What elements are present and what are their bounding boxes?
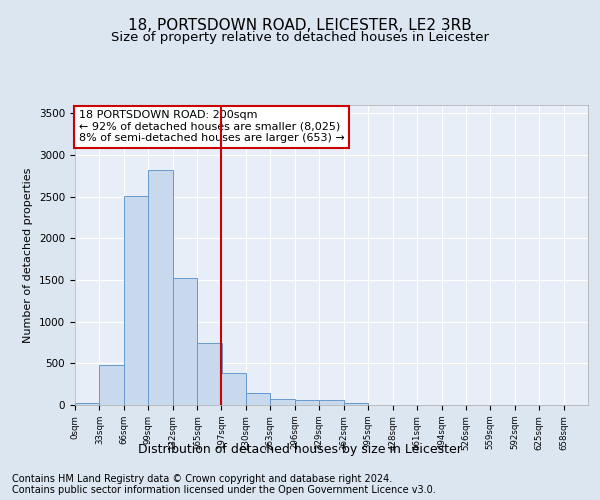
Bar <box>148 170 173 405</box>
Bar <box>246 394 270 405</box>
Bar <box>270 399 295 405</box>
Bar <box>75 404 100 405</box>
Bar <box>197 342 222 405</box>
Bar <box>124 196 148 405</box>
Y-axis label: Number of detached properties: Number of detached properties <box>23 168 34 342</box>
Bar <box>319 400 344 405</box>
Text: 18 PORTSDOWN ROAD: 200sqm
← 92% of detached houses are smaller (8,025)
8% of sem: 18 PORTSDOWN ROAD: 200sqm ← 92% of detac… <box>79 110 344 143</box>
Text: Contains HM Land Registry data © Crown copyright and database right 2024.: Contains HM Land Registry data © Crown c… <box>12 474 392 484</box>
Bar <box>100 365 124 405</box>
Bar <box>344 402 368 405</box>
Text: Size of property relative to detached houses in Leicester: Size of property relative to detached ho… <box>111 31 489 44</box>
Bar <box>173 278 197 405</box>
Bar <box>295 400 319 405</box>
Text: 18, PORTSDOWN ROAD, LEICESTER, LE2 3RB: 18, PORTSDOWN ROAD, LEICESTER, LE2 3RB <box>128 18 472 32</box>
Bar <box>221 372 246 405</box>
Text: Distribution of detached houses by size in Leicester: Distribution of detached houses by size … <box>138 442 462 456</box>
Text: Contains public sector information licensed under the Open Government Licence v3: Contains public sector information licen… <box>12 485 436 495</box>
